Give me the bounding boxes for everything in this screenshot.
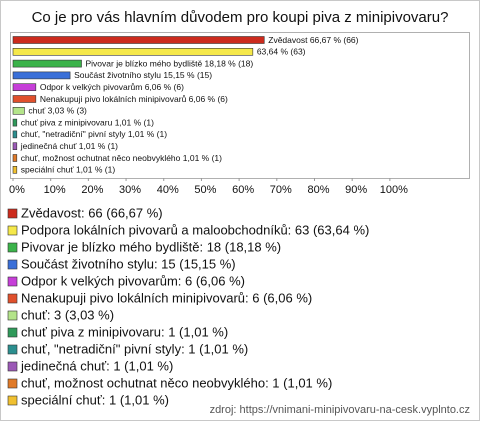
x-tick-label: 60%	[232, 184, 254, 196]
bar	[12, 142, 18, 150]
bar	[12, 83, 37, 91]
data-label: Pivovar je blízko mého bydliště 18,18 % …	[86, 58, 254, 68]
bar	[12, 154, 18, 162]
x-tick-label: 20%	[81, 184, 103, 196]
legend-label: chuť, "netradiční" pivní styly: 1 (1,01 …	[21, 341, 248, 356]
legend-swatch	[7, 327, 18, 338]
legend-label: chuť: 3 (3,03 %)	[21, 307, 114, 322]
legend-swatch	[7, 361, 18, 372]
legend-label: Pivovar je blízko mého bydliště: 18 (18,…	[21, 239, 281, 254]
legend-label: speciální chuť: 1 (1,01 %)	[21, 392, 169, 407]
x-tick-label: 100%	[380, 184, 408, 196]
x-tick-label: 50%	[194, 184, 216, 196]
chart-title: Co je pro vás hlavním důvodem pro koupi …	[32, 9, 449, 26]
legend-swatch	[7, 378, 18, 389]
data-label: speciální chuť 1,01 % (1)	[21, 165, 116, 175]
data-label: 63,64 % (63)	[257, 47, 306, 57]
x-tick-label: 40%	[157, 184, 179, 196]
bar	[12, 107, 25, 115]
legend-label: chuť, možnost ochutnat něco neobvyklého:…	[21, 375, 332, 390]
x-tick-label: 80%	[307, 184, 329, 196]
data-label: Zvědavost 66,67 % (66)	[268, 35, 358, 45]
legend-swatch	[7, 208, 18, 219]
data-label: Odpor k velkých pivovarům 6,06 % (6)	[40, 82, 184, 92]
data-label: Nenakupuji pivo lokálních minipivovarů 6…	[40, 94, 228, 104]
legend-swatch	[7, 259, 18, 270]
bar	[12, 118, 18, 127]
data-label: jedinečná chuť 1,01 % (1)	[20, 141, 118, 151]
legend-swatch	[7, 344, 18, 355]
bar	[12, 59, 82, 68]
x-tick-label: 10%	[44, 184, 66, 196]
legend-label: Podpora lokálních pivovarů a maloobchodn…	[21, 222, 369, 237]
data-label: chuť 3,03 % (3)	[28, 106, 87, 116]
data-label: chuť, "netradiční" pivní styly 1,01 % (1…	[21, 129, 167, 139]
x-tick-label: 0%	[9, 184, 25, 196]
bar	[12, 36, 265, 44]
bar	[12, 71, 71, 80]
legend-swatch	[7, 225, 18, 236]
legend-swatch	[7, 395, 18, 406]
legend-label: Součást životního stylu: 15 (15,15 %)	[21, 256, 236, 271]
data-label: chuť, možnost ochutnat něco neobvyklého …	[21, 153, 222, 163]
bar	[12, 166, 18, 174]
data-label: Součást životního stylu 15,15 % (15)	[74, 70, 212, 80]
bar	[12, 47, 254, 56]
plot-area	[10, 32, 470, 179]
x-tick-label: 30%	[119, 184, 141, 196]
legend-label: Nenakupuji pivo lokálních minipivovarů: …	[21, 290, 312, 305]
x-tick-label: 70%	[270, 184, 292, 196]
data-label: chuť piva z minipivovaru 1,01 % (1)	[21, 117, 154, 127]
source: zdroj: https://vnimani-minipivovaru-na-c…	[210, 404, 470, 416]
legend-swatch	[7, 242, 18, 253]
legend-swatch	[7, 293, 18, 304]
bar	[12, 130, 18, 139]
legend-label: Zvědavost: 66 (66,67 %)	[21, 205, 163, 220]
legend-label: Odpor k velkých pivovarům: 6 (6,06 %)	[21, 273, 245, 288]
legend-label: jedinečná chuť: 1 (1,01 %)	[20, 358, 173, 373]
legend-label: chuť piva z minipivovaru: 1 (1,01 %)	[21, 324, 228, 339]
bar	[12, 95, 37, 103]
legend-swatch	[7, 310, 18, 321]
x-tick-label: 90%	[345, 184, 367, 196]
legend-swatch	[7, 276, 18, 287]
